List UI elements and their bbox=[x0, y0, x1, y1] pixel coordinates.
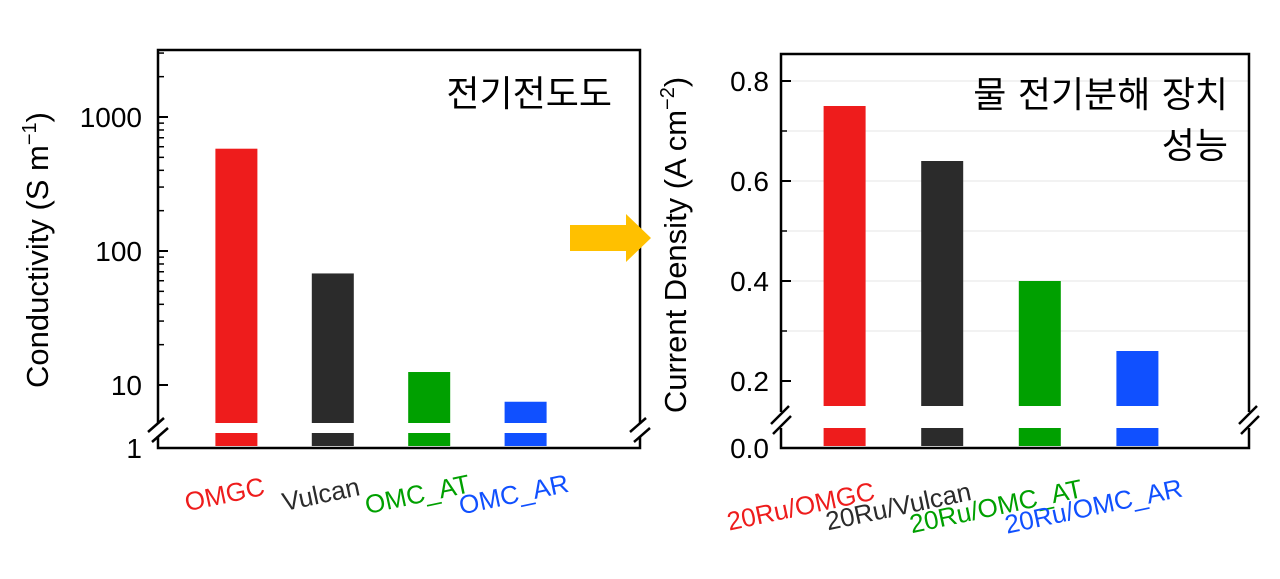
right-category-labels: 20Ru/OMGC20Ru/Vulcan20Ru/OMC_AT20Ru/OMC_… bbox=[724, 473, 1185, 540]
left-bar-base-omc-at bbox=[408, 433, 451, 446]
right-bar-20ru-vulcan bbox=[921, 161, 964, 406]
current-density-chart: 0.0 0.2 0.4 0.6 0.8 물 전기분해 장치 성능 Current Den… bbox=[657, 52, 1263, 540]
break-slash bbox=[1238, 405, 1258, 425]
right-panel-title-line1: 물 전기분해 장치 bbox=[973, 75, 1228, 116]
left-y-axis-title: Conductivity (S m−1) bbox=[19, 112, 55, 388]
break-slash bbox=[147, 417, 165, 433]
left-tick-label: 10 bbox=[111, 370, 142, 401]
left-y-ticks: 1 10 100 1000 bbox=[80, 52, 168, 464]
left-tick-label: 1 bbox=[126, 433, 142, 464]
right-bar-20ru-omc-at bbox=[1018, 281, 1061, 406]
left-bar-base-omc-ar bbox=[504, 433, 547, 446]
right-tick-label: 0.8 bbox=[730, 66, 769, 97]
right-arrow-icon bbox=[570, 214, 651, 262]
right-axis-break bbox=[767, 405, 1263, 435]
right-y-axis-title: Current Density (A cm−2) bbox=[657, 77, 693, 413]
right-plot-frame bbox=[779, 52, 1251, 450]
right-y-ticks: 0.0 0.2 0.4 0.6 0.8 bbox=[730, 66, 791, 464]
left-category-label: Vulcan bbox=[279, 471, 362, 517]
right-tick-label: 0.2 bbox=[730, 366, 769, 397]
left-tick-label: 1000 bbox=[80, 102, 142, 133]
left-category-label: OMGC bbox=[182, 471, 267, 517]
right-bar-base-20ru-omc-at bbox=[1018, 428, 1061, 446]
left-tick-label: 100 bbox=[95, 236, 142, 267]
break-slash bbox=[1240, 415, 1260, 435]
left-bars bbox=[215, 148, 547, 446]
right-bar-base-20ru-vulcan bbox=[921, 428, 964, 446]
left-panel-title: 전기전도도 bbox=[446, 74, 612, 115]
break-gap bbox=[144, 424, 172, 436]
right-bar-20ru-omgc bbox=[823, 106, 866, 406]
left-category-label: OMC_AR bbox=[456, 468, 571, 520]
break-gap bbox=[1235, 412, 1263, 428]
right-bar-base-20ru-omc-ar bbox=[1116, 428, 1159, 446]
right-tick-label: 0.6 bbox=[730, 166, 769, 197]
left-bar-base-omgc bbox=[215, 433, 258, 446]
break-gap bbox=[767, 412, 795, 428]
break-slash bbox=[151, 427, 169, 443]
left-bar-base-vulcan bbox=[311, 433, 354, 446]
break-slash bbox=[770, 405, 790, 425]
break-slash bbox=[629, 417, 647, 433]
break-slash bbox=[633, 427, 651, 443]
break-slash bbox=[772, 415, 792, 435]
right-bar-base-20ru-omgc bbox=[823, 428, 866, 446]
left-plot-frame bbox=[156, 48, 642, 450]
left-bar-omgc bbox=[215, 148, 258, 423]
left-bar-vulcan bbox=[311, 273, 354, 423]
left-bar-omc-ar bbox=[504, 401, 547, 423]
break-gap bbox=[626, 424, 654, 436]
right-tick-label: 0.0 bbox=[730, 433, 769, 464]
left-axis-break bbox=[144, 417, 654, 443]
right-bars bbox=[823, 106, 1159, 446]
right-bar-20ru-omc-ar bbox=[1116, 351, 1159, 406]
right-panel-title-line2: 성능 bbox=[1162, 126, 1228, 167]
left-bar-omc-at bbox=[408, 372, 451, 423]
conductivity-chart: 1 10 100 1000 전기전도도 Conductivity (S m−1) OM… bbox=[19, 48, 654, 520]
right-tick-label: 0.4 bbox=[730, 266, 769, 297]
